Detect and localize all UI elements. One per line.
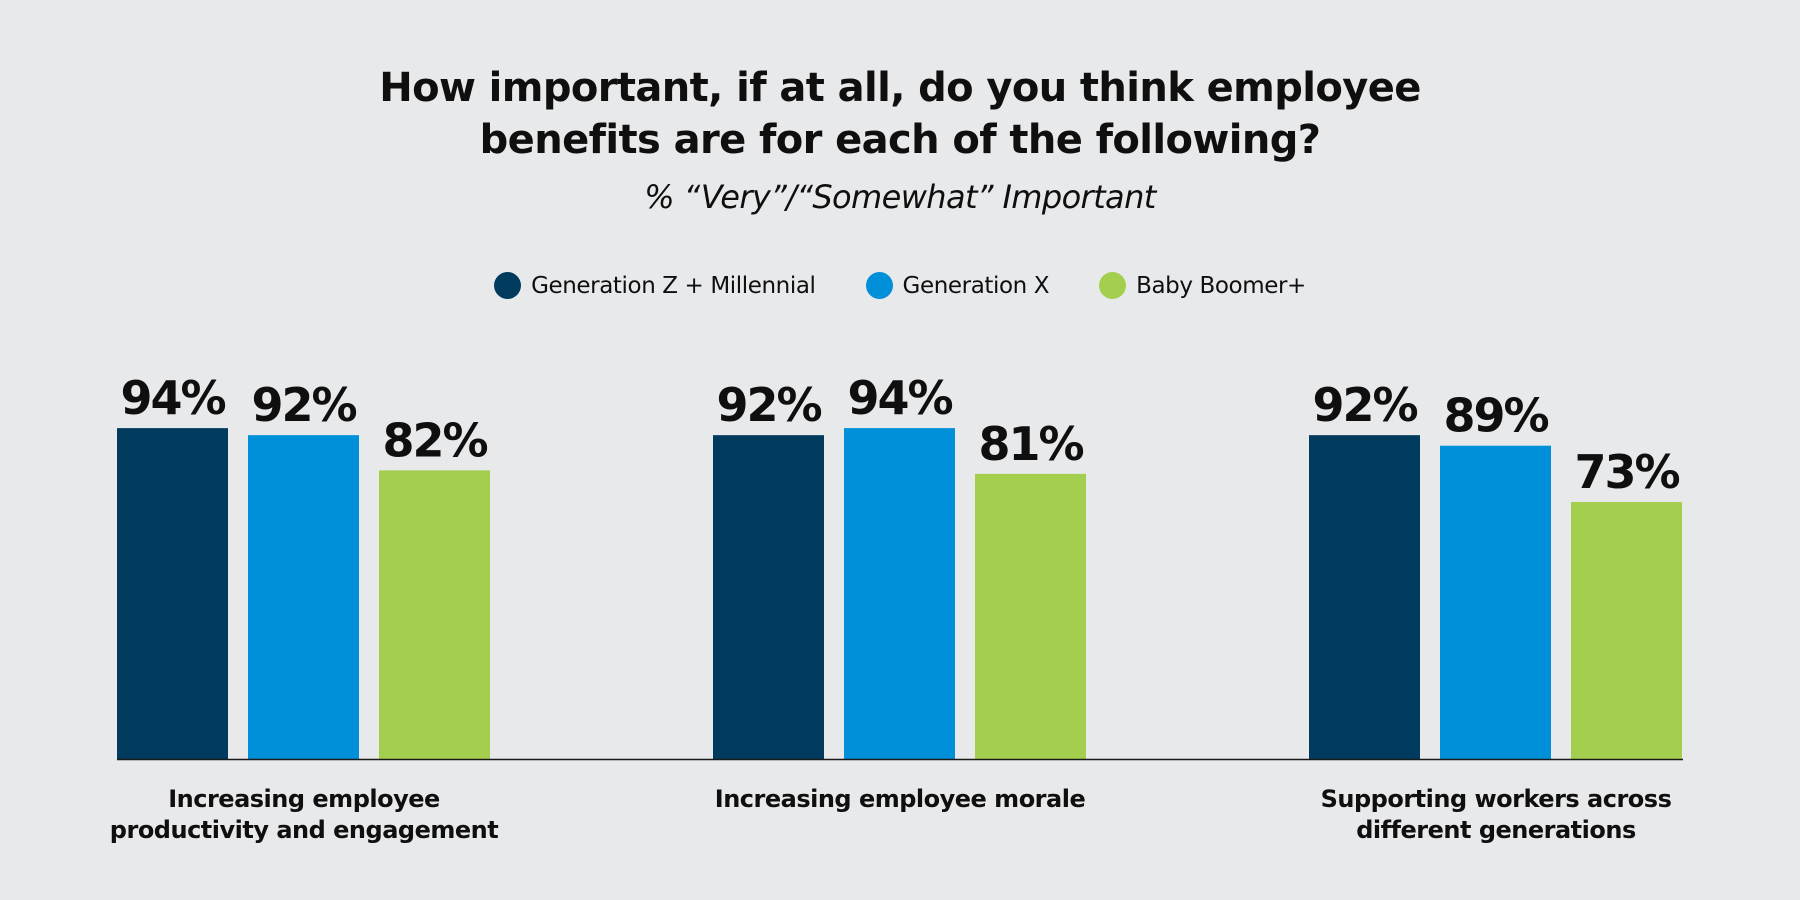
bar-morale-gen-z-millennial	[713, 435, 824, 759]
bar-generations-baby-boomer	[1571, 502, 1682, 759]
legend-item-gen-z-millennial: Generation Z + Millennial	[494, 272, 816, 299]
value-label-productivity-gen-x: 92%	[251, 378, 356, 432]
value-label-morale-baby-boomer: 81%	[978, 417, 1083, 471]
bar-morale-gen-x	[844, 428, 955, 759]
legend-item-baby-boomer: Baby Boomer+	[1099, 272, 1306, 299]
value-label-generations-gen-x: 89%	[1443, 389, 1548, 443]
value-label-morale-gen-x: 94%	[847, 371, 952, 425]
category-label-generations-line-2: different generations	[1356, 816, 1636, 844]
category-label-generations: Supporting workers across different gene…	[1266, 784, 1726, 846]
legend-label-gen-x: Generation X	[902, 272, 1050, 299]
legend-label-baby-boomer: Baby Boomer+	[1136, 272, 1306, 299]
legend-swatch-gen-x	[865, 272, 893, 299]
legend-label-gen-z-millennial: Generation Z + Millennial	[531, 272, 816, 299]
bar-productivity-gen-x	[248, 435, 359, 759]
bar-productivity-gen-z-millennial	[117, 428, 228, 759]
legend-swatch-gen-z-millennial	[494, 272, 522, 299]
category-label-productivity-line-2: productivity and engagement	[109, 816, 499, 844]
value-label-morale-gen-z-millennial: 92%	[716, 378, 821, 432]
legend-swatch-baby-boomer	[1099, 272, 1127, 299]
value-label-productivity-gen-z-millennial: 94%	[120, 371, 225, 425]
legend-item-gen-x: Generation X	[865, 272, 1050, 299]
value-label-generations-gen-z-millennial: 92%	[1312, 378, 1417, 432]
category-label-morale: Increasing employee morale	[670, 784, 1130, 815]
bar-generations-gen-z-millennial	[1309, 435, 1420, 759]
chart-title: How important, if at all, do you think e…	[0, 62, 1800, 166]
value-label-generations-baby-boomer: 73%	[1574, 445, 1679, 499]
category-label-productivity-line-1: Increasing employee	[168, 785, 440, 813]
chart-title-line-1: How important, if at all, do you think e…	[379, 65, 1421, 111]
category-label-productivity: Increasing employee productivity and eng…	[74, 784, 534, 846]
category-label-morale-line-1: Increasing employee morale	[714, 785, 1086, 813]
chart-title-line-2: benefits are for each of the following?	[479, 117, 1321, 163]
bar-productivity-baby-boomer	[379, 470, 490, 759]
category-label-generations-line-1: Supporting workers across	[1320, 785, 1672, 813]
chart-subtitle: % “Very”/“Somewhat” Important	[644, 178, 1156, 216]
chart-legend: Generation Z + Millennial Generation X B…	[0, 272, 1800, 299]
value-label-productivity-baby-boomer: 82%	[382, 413, 487, 467]
bar-morale-baby-boomer	[975, 473, 1086, 759]
bar-generations-gen-x	[1440, 445, 1551, 759]
